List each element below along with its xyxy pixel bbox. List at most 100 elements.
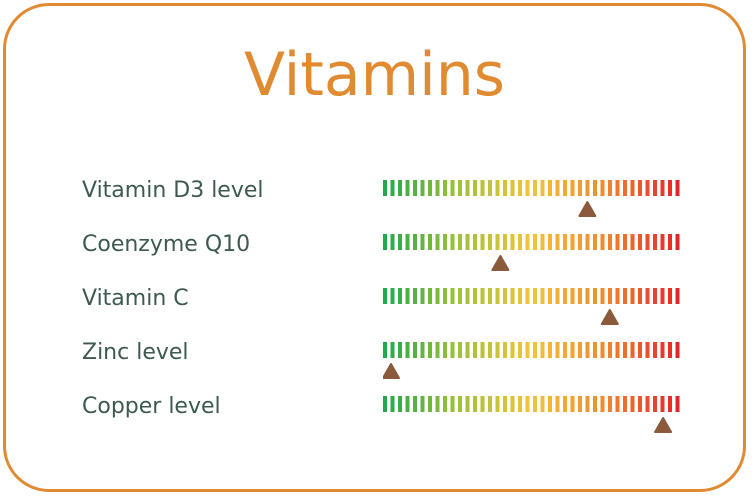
meter-segment — [675, 288, 680, 304]
meter-segment — [548, 342, 552, 358]
meter-segment — [600, 342, 605, 358]
meter-segment — [570, 342, 575, 358]
meter-segment — [540, 288, 545, 304]
meter-segment — [450, 234, 455, 250]
meter-segment — [435, 180, 440, 196]
meter-segment — [458, 342, 462, 358]
meter-segment — [630, 342, 635, 358]
meter-segment — [563, 234, 567, 250]
meter-segment — [435, 288, 440, 304]
meter-segment — [435, 234, 440, 250]
meter-segment — [488, 234, 492, 250]
meter-segment — [638, 288, 642, 304]
meter-segment — [420, 234, 425, 250]
meter-segment — [638, 180, 642, 196]
meter-segment — [420, 396, 425, 412]
meter-segment — [405, 342, 410, 358]
meter-segment — [615, 288, 620, 304]
meter-segment — [653, 234, 657, 250]
meter-segment — [585, 396, 590, 412]
meter-segment — [623, 234, 627, 250]
meter-segment — [585, 342, 590, 358]
meter-segment — [435, 396, 440, 412]
meter-segment — [390, 396, 395, 412]
meter-segment — [645, 396, 650, 412]
meter-segment — [435, 342, 440, 358]
meter-segment — [450, 180, 455, 196]
meter-segment — [383, 180, 387, 196]
meter-segment — [645, 234, 650, 250]
level-marker-icon — [491, 255, 510, 271]
meter-segment — [510, 396, 515, 412]
meter-segment — [555, 288, 560, 304]
meter-segment — [450, 288, 455, 304]
meter-segment — [473, 396, 477, 412]
meter-segment — [533, 234, 537, 250]
meter-segment — [405, 396, 410, 412]
meter-segment — [443, 342, 447, 358]
meter-segment — [383, 234, 387, 250]
page-title: Vitamins — [243, 40, 506, 110]
meter-segment — [473, 180, 477, 196]
meter-segment — [540, 234, 545, 250]
meter-segment — [465, 234, 470, 250]
meter-segment — [450, 396, 455, 412]
meter-segment — [585, 288, 590, 304]
meter-segment — [653, 288, 657, 304]
meter-segment — [645, 288, 650, 304]
meter-segment — [645, 342, 650, 358]
meter-segment — [638, 396, 642, 412]
meter-segment — [413, 288, 417, 304]
meter-segment — [390, 288, 395, 304]
meter-segment — [578, 288, 582, 304]
meter-segment — [390, 234, 395, 250]
row-label: Zinc level — [82, 340, 189, 365]
meter-segment — [570, 180, 575, 196]
meter-segment — [563, 396, 567, 412]
meter-segment — [675, 396, 680, 412]
copper-row: Copper level — [0, 392, 755, 446]
meter-segment — [510, 180, 515, 196]
meter-segment — [623, 396, 627, 412]
meter-segment — [480, 288, 485, 304]
meter-segment — [600, 288, 605, 304]
meter-segment — [585, 234, 590, 250]
meter-segment — [548, 288, 552, 304]
meter-segment — [398, 180, 402, 196]
level-marker-icon — [578, 201, 597, 217]
meter-segment — [608, 288, 612, 304]
meter-segment — [473, 234, 477, 250]
meter-segment — [570, 396, 575, 412]
meter-segment — [465, 396, 470, 412]
meter-segment — [525, 342, 530, 358]
meter-segment — [533, 342, 537, 358]
meter-segment — [578, 234, 582, 250]
meter-segment — [465, 288, 470, 304]
row-label: Copper level — [82, 394, 221, 419]
meter-segment — [653, 396, 657, 412]
meter-segment — [480, 180, 485, 196]
meter-segment — [443, 396, 447, 412]
meter-segment — [668, 288, 672, 304]
meter-segment — [428, 234, 432, 250]
meter-segment — [450, 342, 455, 358]
meter-segment — [578, 342, 582, 358]
meter-segment — [525, 396, 530, 412]
meter-segment — [390, 180, 395, 196]
coenzyme-q10-row: Coenzyme Q10 — [0, 230, 755, 284]
meter-segment — [428, 342, 432, 358]
meter-segment — [533, 288, 537, 304]
meter-segment — [555, 342, 560, 358]
meter-segment — [525, 234, 530, 250]
meter-segment — [608, 234, 612, 250]
meter-segment — [623, 342, 627, 358]
meter-segment — [593, 288, 597, 304]
meter-segment — [480, 234, 485, 250]
meter-segment — [398, 288, 402, 304]
vitamins-card — [3, 3, 746, 492]
vitamin-d3-row: Vitamin D3 level — [0, 176, 755, 230]
meter-segment — [503, 180, 507, 196]
meter-segment — [398, 396, 402, 412]
level-meter — [383, 234, 680, 271]
meter-segment — [473, 342, 477, 358]
